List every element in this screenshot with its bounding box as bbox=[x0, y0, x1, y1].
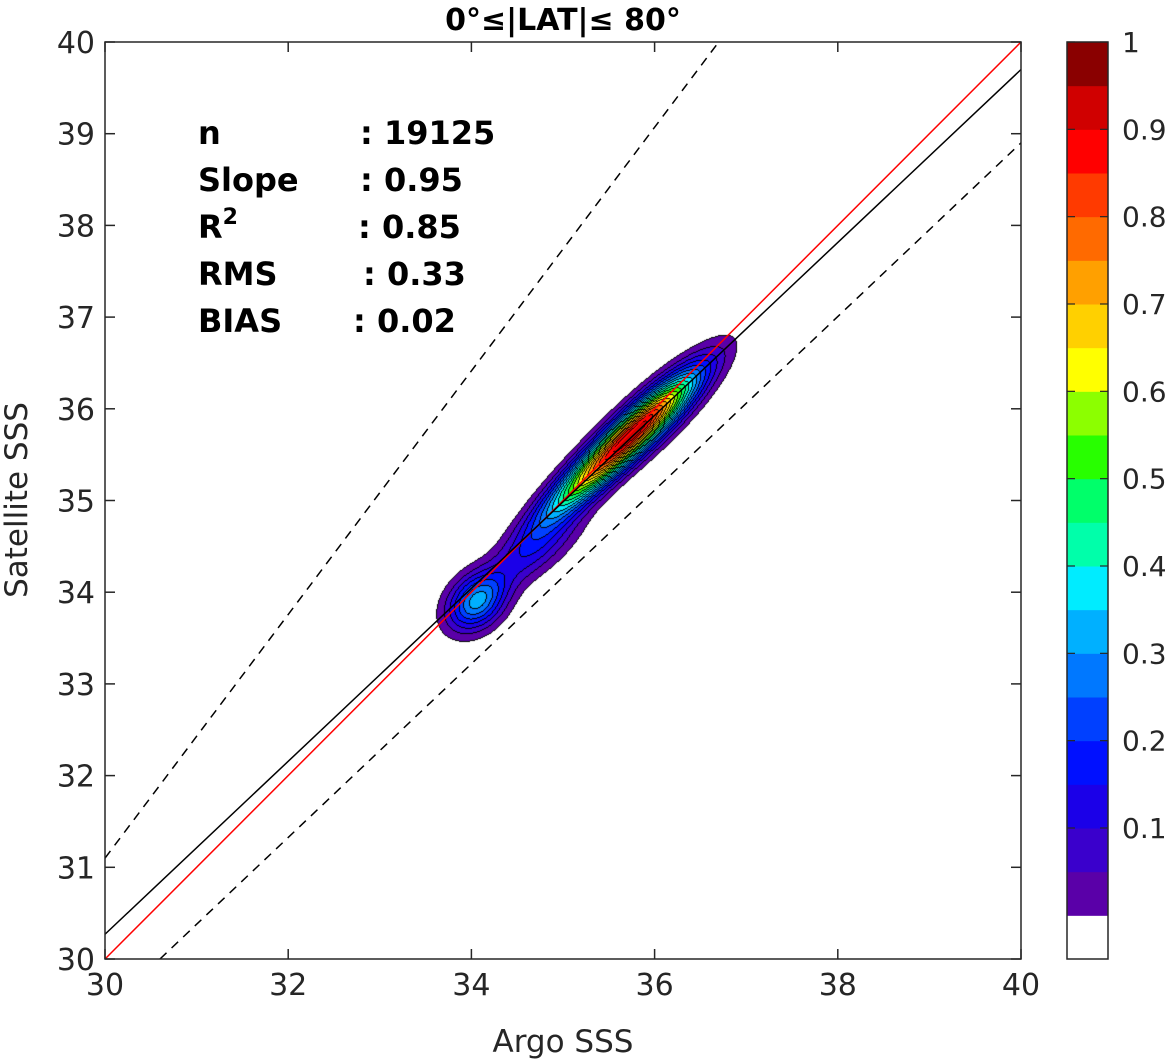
stats-label: RMS bbox=[198, 255, 278, 293]
reference-lines bbox=[105, 42, 1021, 959]
colorbar-tick-label: 0.5 bbox=[1122, 463, 1167, 496]
colorbar-tick-label: 0.2 bbox=[1122, 725, 1167, 758]
colorbar-tick-label: 0.7 bbox=[1122, 288, 1167, 321]
y-tick-label: 34 bbox=[57, 576, 95, 611]
colorbar-swatch bbox=[1067, 828, 1108, 873]
colorbar-swatch bbox=[1067, 216, 1108, 261]
colorbar-tick-label: 0.6 bbox=[1122, 375, 1167, 408]
x-axis-label: Argo SSS bbox=[493, 1024, 634, 1060]
x-tick-label: 32 bbox=[269, 968, 307, 1003]
colorbar-swatch bbox=[1067, 697, 1108, 742]
stats-value: : 19125 bbox=[360, 114, 495, 152]
colorbar-swatch bbox=[1067, 129, 1108, 174]
stats-value: : 0.02 bbox=[353, 302, 456, 340]
axis-ticks: 30 32 34 36 38 40 30 31 32 33 34 35 36 37 38 39 40 bbox=[57, 26, 1040, 1003]
y-tick-label: 30 bbox=[57, 943, 95, 978]
colorbar-tick-label: 0.1 bbox=[1122, 812, 1167, 845]
identity-line bbox=[105, 42, 1021, 959]
stats-value: : 0.33 bbox=[363, 255, 466, 293]
colorbar-swatch bbox=[1067, 347, 1108, 392]
colorbar-swatch bbox=[1067, 304, 1108, 349]
upper-bound-line bbox=[105, 42, 720, 859]
colorbar-swatch bbox=[1067, 173, 1108, 218]
colorbar: 0.1 0.2 0.3 0.4 0.5 0.6 0.7 0.8 0.9 1 bbox=[1066, 26, 1167, 960]
colorbar-tick-label: 0.4 bbox=[1122, 550, 1167, 583]
colorbar-swatch bbox=[1067, 653, 1108, 698]
colorbar-swatch bbox=[1067, 784, 1108, 829]
y-tick-label: 31 bbox=[57, 851, 95, 886]
stats-label: Slope bbox=[198, 161, 299, 199]
y-tick-label: 33 bbox=[57, 668, 95, 703]
colorbar-tick-label: 0.3 bbox=[1122, 637, 1167, 670]
x-tick-label: 40 bbox=[1002, 968, 1040, 1003]
y-tick-label: 38 bbox=[57, 209, 95, 244]
y-tick-label: 32 bbox=[57, 760, 95, 795]
y-tick-label: 40 bbox=[57, 26, 95, 61]
colorbar-frame bbox=[1066, 41, 1109, 960]
x-tick-label: 30 bbox=[86, 968, 124, 1003]
y-tick-label: 37 bbox=[57, 301, 95, 336]
colorbar-swatch bbox=[1067, 85, 1108, 130]
y-axis-label: Satellite SSS bbox=[0, 402, 35, 598]
colorbar-swatch bbox=[1067, 435, 1108, 480]
colorbar-swatch bbox=[1067, 522, 1108, 567]
colorbar-tick-label: 0.8 bbox=[1122, 201, 1167, 234]
stats-value: : 0.85 bbox=[358, 208, 461, 246]
x-tick-label: 38 bbox=[819, 968, 857, 1003]
x-tick-label: 36 bbox=[636, 968, 674, 1003]
y-tick-label: 35 bbox=[57, 485, 95, 520]
stats-superscript: 2 bbox=[223, 205, 238, 230]
colorbar-swatch bbox=[1067, 566, 1108, 611]
x-tick-label: 34 bbox=[452, 968, 490, 1003]
y-tick-label: 39 bbox=[57, 118, 95, 153]
y-tick-label: 36 bbox=[57, 393, 95, 428]
colorbar-tick-label: 1 bbox=[1122, 26, 1140, 59]
stats-label: BIAS bbox=[198, 302, 282, 340]
colorbar-swatch bbox=[1067, 740, 1108, 785]
colorbar-swatch bbox=[1067, 260, 1108, 305]
lower-bound-line bbox=[159, 142, 1021, 959]
stats-value: : 0.95 bbox=[360, 161, 463, 199]
colorbar-swatch bbox=[1067, 478, 1108, 523]
colorbar-swatch bbox=[1067, 915, 1108, 960]
colorbar-swatch bbox=[1067, 871, 1108, 916]
chart-title: 0°≤|LAT|≤ 80° bbox=[445, 3, 681, 38]
colorbar-swatch bbox=[1067, 609, 1108, 654]
colorbar-swatch bbox=[1067, 42, 1108, 87]
stats-label: n bbox=[198, 114, 221, 152]
regression-line bbox=[105, 68, 1021, 935]
colorbar-tick-label: 0.9 bbox=[1122, 113, 1167, 146]
colorbar-swatch bbox=[1067, 391, 1108, 436]
